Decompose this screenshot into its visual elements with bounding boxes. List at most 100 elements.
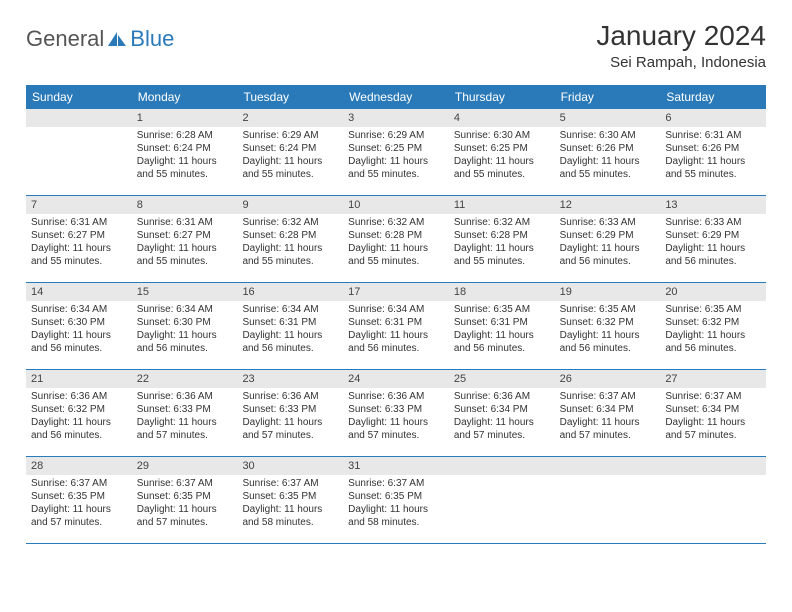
sunrise-text: Sunrise: 6:31 AM [137, 216, 233, 229]
day-cell [26, 109, 132, 195]
daylight-text: Daylight: 11 hours and 58 minutes. [348, 503, 444, 529]
logo-text-blue: Blue [130, 26, 174, 52]
day-cell: 10Sunrise: 6:32 AMSunset: 6:28 PMDayligh… [343, 196, 449, 282]
day-cell: 4Sunrise: 6:30 AMSunset: 6:25 PMDaylight… [449, 109, 555, 195]
day-info: Sunrise: 6:35 AMSunset: 6:32 PMDaylight:… [555, 301, 661, 359]
day-number: 5 [555, 109, 661, 127]
week-row: 28Sunrise: 6:37 AMSunset: 6:35 PMDayligh… [26, 457, 766, 544]
sunrise-text: Sunrise: 6:34 AM [242, 303, 338, 316]
daylight-text: Daylight: 11 hours and 55 minutes. [31, 242, 127, 268]
daylight-text: Daylight: 11 hours and 56 minutes. [348, 329, 444, 355]
daylight-text: Daylight: 11 hours and 57 minutes. [348, 416, 444, 442]
daylight-text: Daylight: 11 hours and 55 minutes. [348, 155, 444, 181]
daylight-text: Daylight: 11 hours and 55 minutes. [242, 155, 338, 181]
sunset-text: Sunset: 6:27 PM [31, 229, 127, 242]
day-cell: 17 Sunrise: 6:34 AMSunset: 6:31 PMDayligh… [343, 283, 449, 369]
day-number: 17 [343, 283, 449, 301]
sunrise-text: Sunrise: 6:37 AM [31, 477, 127, 490]
day-cell: 25Sunrise: 6:36 AMSunset: 6:34 PMDayligh… [449, 370, 555, 456]
daylight-text: Daylight: 11 hours and 55 minutes. [665, 155, 761, 181]
day-number: 19 [555, 283, 661, 301]
sunrise-text: Sunrise: 6:34 AM [31, 303, 127, 316]
day-info: Sunrise: 6:32 AMSunset: 6:28 PMDaylight:… [343, 214, 449, 272]
day-number: 29 [132, 457, 238, 475]
sunset-text: Sunset: 6:31 PM [454, 316, 550, 329]
day-info: Sunrise: 6:36 AMSunset: 6:33 PMDaylight:… [343, 388, 449, 446]
day-number: 1 [132, 109, 238, 127]
sunset-text: Sunset: 6:27 PM [137, 229, 233, 242]
daylight-text: Daylight: 11 hours and 57 minutes. [454, 416, 550, 442]
day-info: Sunrise: 6:36 AMSunset: 6:32 PMDaylight:… [26, 388, 132, 446]
page-header: General Blue January 2024 Sei Rampah, In… [26, 20, 766, 71]
day-header: Tuesday [237, 85, 343, 109]
sunset-text: Sunset: 6:33 PM [242, 403, 338, 416]
sunset-text: Sunset: 6:30 PM [31, 316, 127, 329]
day-cell: 1Sunrise: 6:28 AMSunset: 6:24 PMDaylight… [132, 109, 238, 195]
day-info: Sunrise: 6:36 AMSunset: 6:33 PMDaylight:… [237, 388, 343, 446]
sunrise-text: Sunrise: 6:34 AM [348, 303, 444, 316]
day-info: Sunrise: 6:33 AMSunset: 6:29 PMDaylight:… [555, 214, 661, 272]
week-row: 1Sunrise: 6:28 AMSunset: 6:24 PMDaylight… [26, 109, 766, 196]
day-cell: 27Sunrise: 6:37 AMSunset: 6:34 PMDayligh… [660, 370, 766, 456]
daylight-text: Daylight: 11 hours and 55 minutes. [560, 155, 656, 181]
sunrise-text: Sunrise: 6:32 AM [454, 216, 550, 229]
day-number: 15 [132, 283, 238, 301]
sunrise-text: Sunrise: 6:28 AM [137, 129, 233, 142]
day-number: 28 [26, 457, 132, 475]
week-row: 7Sunrise: 6:31 AMSunset: 6:27 PMDaylight… [26, 196, 766, 283]
logo-text-general: General [26, 26, 104, 52]
day-number: 2 [237, 109, 343, 127]
sunrise-text: Sunrise: 6:35 AM [665, 303, 761, 316]
daylight-text: Daylight: 11 hours and 56 minutes. [665, 242, 761, 268]
calendar-body: 1Sunrise: 6:28 AMSunset: 6:24 PMDaylight… [26, 109, 766, 544]
day-info: Sunrise: 6:36 AMSunset: 6:33 PMDaylight:… [132, 388, 238, 446]
sunset-text: Sunset: 6:28 PM [348, 229, 444, 242]
sunrise-text: Sunrise: 6:33 AM [665, 216, 761, 229]
day-number [449, 457, 555, 475]
daylight-text: Daylight: 11 hours and 57 minutes. [242, 416, 338, 442]
sunset-text: Sunset: 6:34 PM [665, 403, 761, 416]
day-info: Sunrise: 6:31 AMSunset: 6:27 PMDaylight:… [132, 214, 238, 272]
day-info: Sunrise: 6:29 AMSunset: 6:24 PMDaylight:… [237, 127, 343, 185]
day-cell: 5Sunrise: 6:30 AMSunset: 6:26 PMDaylight… [555, 109, 661, 195]
day-cell: 30Sunrise: 6:37 AMSunset: 6:35 PMDayligh… [237, 457, 343, 543]
sunset-text: Sunset: 6:35 PM [348, 490, 444, 503]
sunrise-text: Sunrise: 6:35 AM [560, 303, 656, 316]
day-number: 20 [660, 283, 766, 301]
sunrise-text: Sunrise: 6:34 AM [137, 303, 233, 316]
daylight-text: Daylight: 11 hours and 56 minutes. [137, 329, 233, 355]
day-cell: 29Sunrise: 6:37 AMSunset: 6:35 PMDayligh… [132, 457, 238, 543]
sunrise-text: Sunrise: 6:32 AM [348, 216, 444, 229]
day-number: 18 [449, 283, 555, 301]
day-cell: 15Sunrise: 6:34 AMSunset: 6:30 PMDayligh… [132, 283, 238, 369]
day-info: Sunrise: 6:37 AMSunset: 6:35 PMDaylight:… [343, 475, 449, 533]
daylight-text: Daylight: 11 hours and 55 minutes. [137, 242, 233, 268]
day-number: 3 [343, 109, 449, 127]
sunrise-text: Sunrise: 6:29 AM [242, 129, 338, 142]
day-info: Sunrise: 6:32 AMSunset: 6:28 PMDaylight:… [237, 214, 343, 272]
day-header: Saturday [660, 85, 766, 109]
daylight-text: Daylight: 11 hours and 56 minutes. [31, 329, 127, 355]
day-info: Sunrise: 6:34 AMSunset: 6:30 PMDaylight:… [132, 301, 238, 359]
sunrise-text: Sunrise: 6:35 AM [454, 303, 550, 316]
day-header: Wednesday [343, 85, 449, 109]
sunset-text: Sunset: 6:31 PM [348, 316, 444, 329]
sunset-text: Sunset: 6:32 PM [560, 316, 656, 329]
day-info: Sunrise: 6:35 AMSunset: 6:32 PMDaylight:… [660, 301, 766, 359]
daylight-text: Daylight: 11 hours and 56 minutes. [31, 416, 127, 442]
day-cell: 19Sunrise: 6:35 AMSunset: 6:32 PMDayligh… [555, 283, 661, 369]
day-cell [449, 457, 555, 543]
sunset-text: Sunset: 6:26 PM [560, 142, 656, 155]
day-cell: 22Sunrise: 6:36 AMSunset: 6:33 PMDayligh… [132, 370, 238, 456]
daylight-text: Daylight: 11 hours and 55 minutes. [348, 242, 444, 268]
sunset-text: Sunset: 6:35 PM [31, 490, 127, 503]
month-title: January 2024 [596, 20, 766, 52]
day-number: 12 [555, 196, 661, 214]
sunrise-text: Sunrise: 6:36 AM [454, 390, 550, 403]
sunset-text: Sunset: 6:34 PM [560, 403, 656, 416]
day-number: 31 [343, 457, 449, 475]
day-info: Sunrise: 6:37 AMSunset: 6:35 PMDaylight:… [26, 475, 132, 533]
day-number: 23 [237, 370, 343, 388]
day-number: 24 [343, 370, 449, 388]
day-cell: 9Sunrise: 6:32 AMSunset: 6:28 PMDaylight… [237, 196, 343, 282]
